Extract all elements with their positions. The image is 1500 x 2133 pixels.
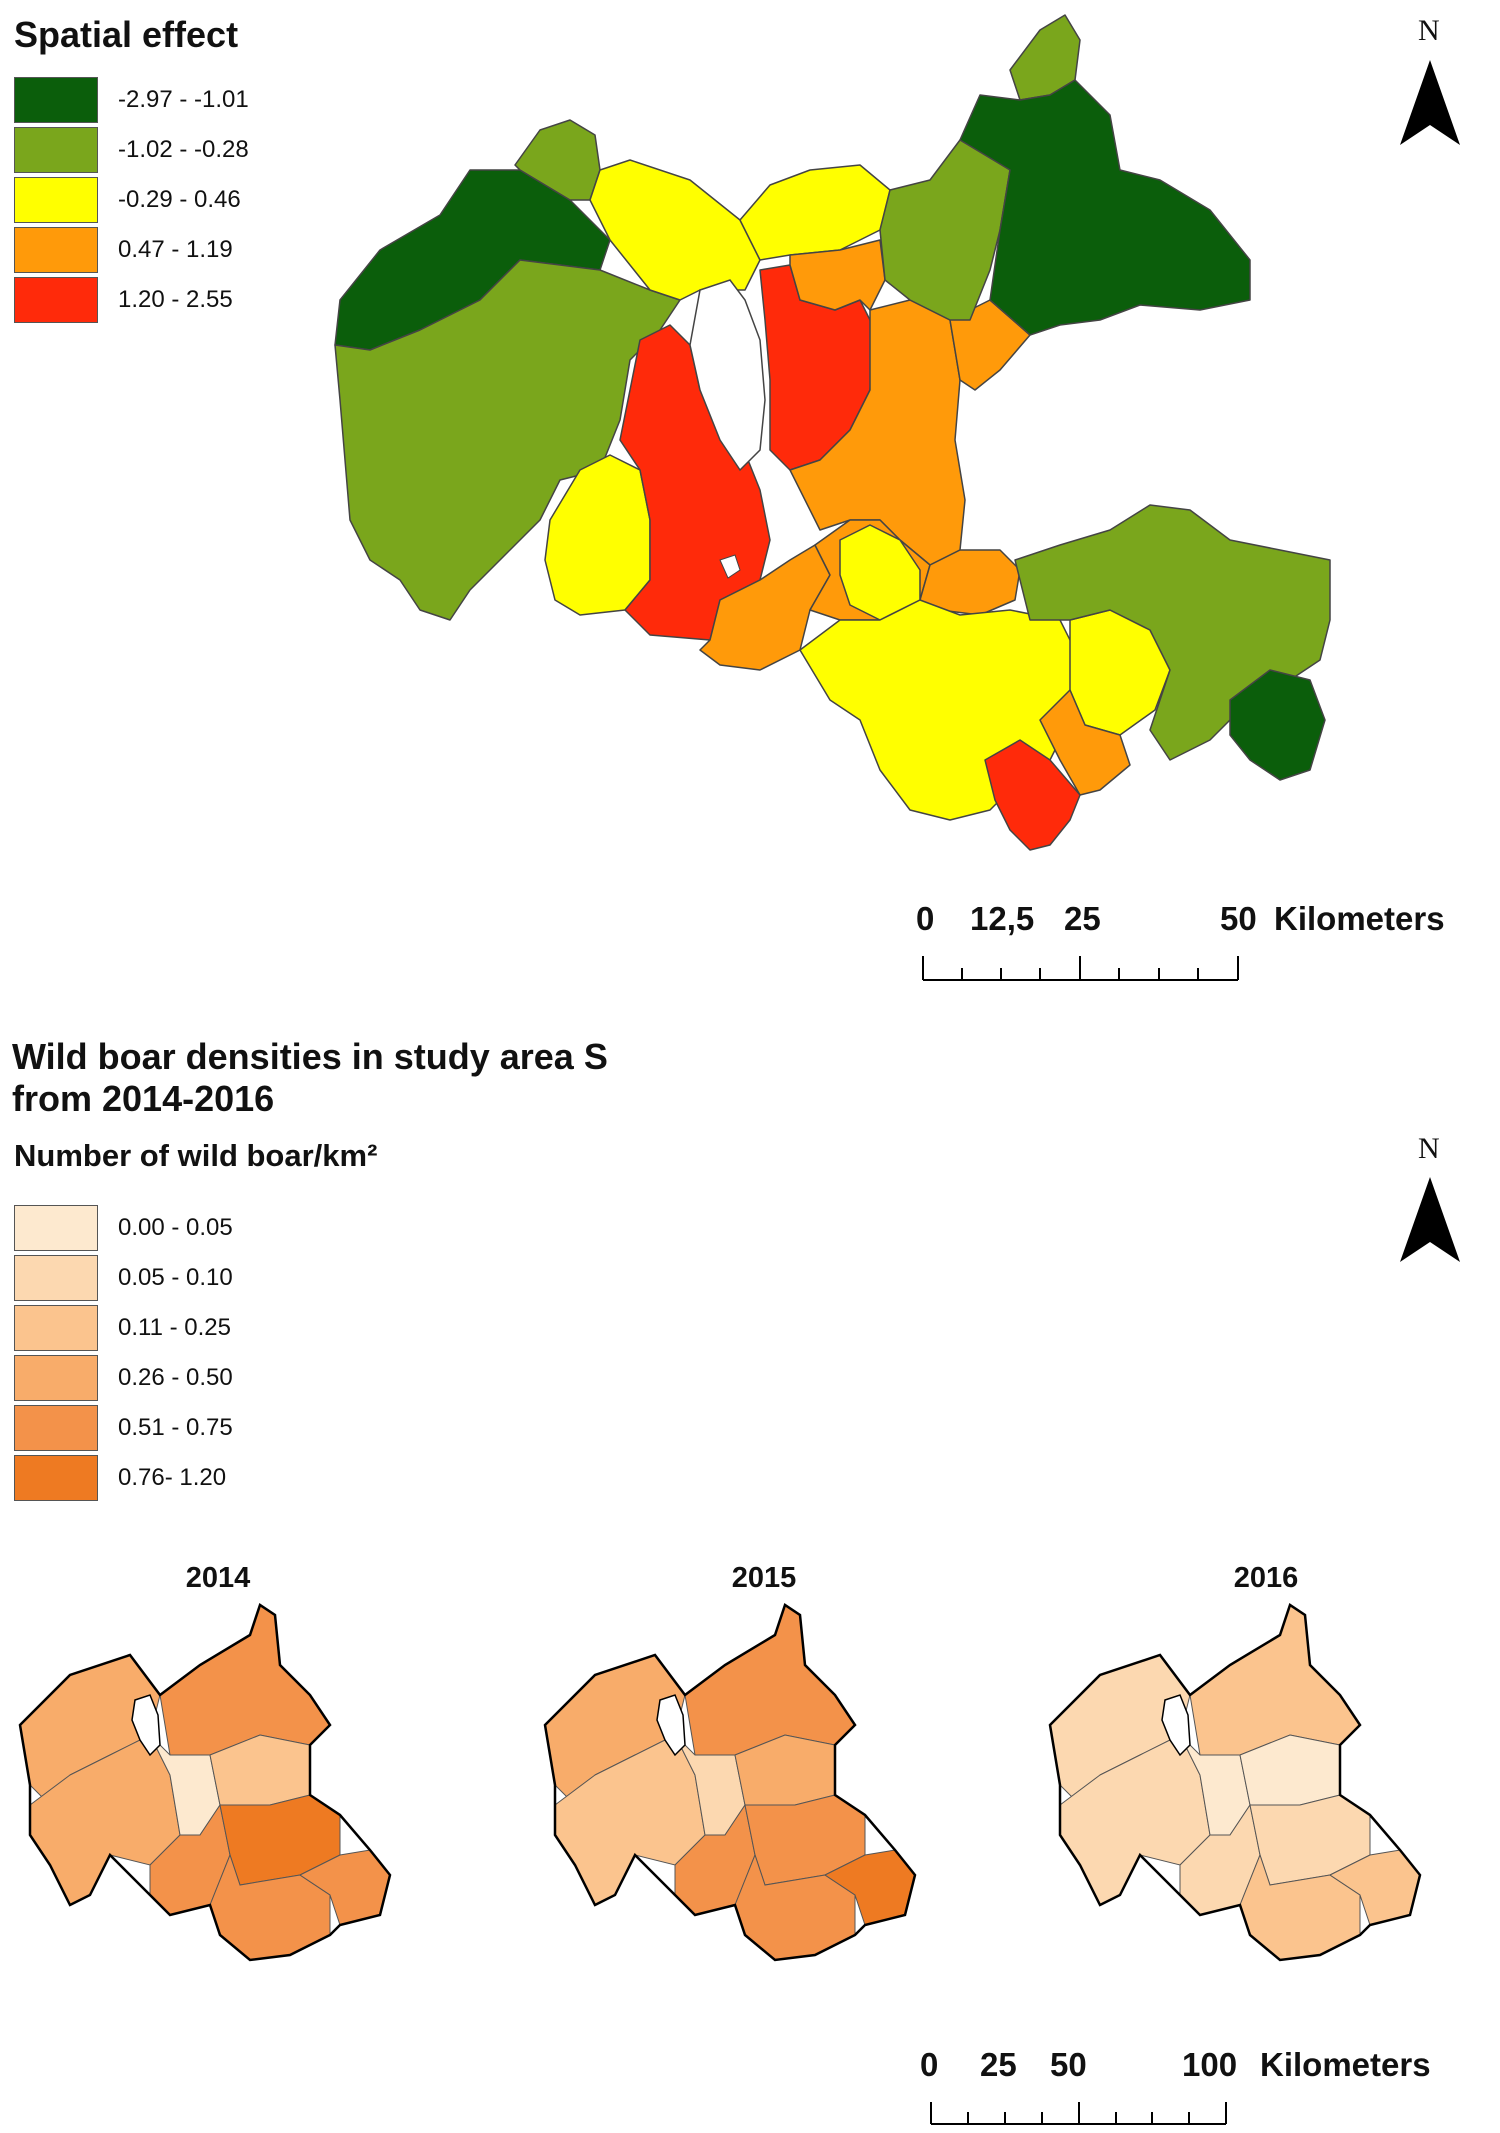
legend-swatch: [14, 1255, 98, 1301]
district: [159, 1604, 331, 1756]
legend-swatch: [14, 1455, 98, 1501]
scale-unit: Kilometers: [1274, 900, 1445, 937]
scale-tick-label: 100: [1182, 2046, 1238, 2083]
scale-tick-label: 0: [920, 2046, 939, 2083]
scale-bar-bottom: 0 25 50 100 Kilometers: [920, 2046, 1480, 2132]
scale-tick-label: 25: [980, 2046, 1017, 2083]
legend-swatch: [14, 227, 98, 273]
legend-label: 1.20 - 2.55: [118, 286, 233, 313]
scale-tick-label: 0: [916, 900, 935, 937]
density-map-2015: [543, 1603, 917, 1962]
scale-tick-label: 50: [1050, 2046, 1087, 2083]
legend-label: 0.11 - 0.25: [118, 1314, 231, 1341]
densities-legend-title: Number of wild boar/km²: [14, 1138, 378, 1173]
region: [589, 159, 761, 301]
region: [789, 239, 886, 311]
study-area-outline: [543, 1603, 917, 1962]
legend-item: 0.47 - 1.19: [14, 226, 233, 274]
densities-title-line1: Wild boar densities in study area S: [12, 1036, 608, 1077]
year-label-2015: 2015: [731, 1562, 797, 1594]
legend-label: 0.76- 1.20: [118, 1464, 227, 1491]
legend-item: 0.76- 1.20: [14, 1454, 226, 1502]
legend-label: -1.02 - -0.28: [118, 136, 249, 163]
legend-label: 0.51 - 0.75: [118, 1414, 233, 1441]
legend-item: -2.97 - -1.01: [14, 76, 249, 124]
legend-swatch: [14, 277, 98, 323]
legend-item: -1.02 - -0.28: [14, 126, 249, 174]
scale-bar-top: 0 12,5 25 50 Kilometers: [916, 900, 1476, 990]
legend-item: 0.00 - 0.05: [14, 1204, 233, 1252]
year-label-2014: 2014: [185, 1562, 251, 1594]
density-map-2016: [1048, 1603, 1422, 1962]
north-arrow-icon: [1400, 60, 1460, 145]
lake: [689, 279, 766, 472]
legend-label: -2.97 - -1.01: [118, 86, 249, 113]
region: [959, 79, 1251, 336]
legend-item: 0.51 - 0.75: [14, 1404, 233, 1452]
legend-swatch: [14, 177, 98, 223]
spatial-effect-title: Spatial effect: [14, 14, 239, 55]
lake: [656, 1694, 686, 1757]
year-label-2016: 2016: [1233, 1562, 1299, 1594]
density-map-2014: [18, 1603, 392, 1962]
lake: [1161, 1694, 1191, 1757]
scale-tick-label: 12,5: [970, 900, 1035, 937]
lake: [719, 554, 741, 579]
legend-item: 1.20 - 2.55: [14, 276, 233, 324]
legend-swatch: [14, 1305, 98, 1351]
study-area-outline: [1048, 1603, 1422, 1962]
legend-item: 0.05 - 0.10: [14, 1254, 233, 1302]
scale-bar-graphic: [930, 2102, 1227, 2125]
scale-bar-graphic: [922, 956, 1239, 981]
lake: [131, 1694, 161, 1757]
legend-label: 0.05 - 0.10: [118, 1264, 233, 1291]
legend-swatch: [14, 1355, 98, 1401]
region: [1229, 669, 1326, 781]
scale-tick-label: 25: [1064, 900, 1101, 937]
district: [1189, 1604, 1361, 1756]
legend-item: 0.11 - 0.25: [14, 1304, 231, 1352]
legend-swatch: [14, 1405, 98, 1451]
study-area-outline: [18, 1603, 392, 1962]
scale-unit: Kilometers: [1260, 2046, 1431, 2083]
region: [984, 739, 1081, 851]
legend-label: 0.47 - 1.19: [118, 236, 233, 263]
scale-tick-label: 50: [1220, 900, 1257, 937]
region: [1039, 689, 1131, 796]
legend-swatch: [14, 77, 98, 123]
densities-title-line2: from 2014-2016: [12, 1078, 275, 1119]
legend-label: 0.26 - 0.50: [118, 1364, 233, 1391]
legend-label: -0.29 - 0.46: [118, 186, 241, 213]
spatial-effect-map: [334, 14, 1331, 851]
region: [699, 544, 831, 671]
district: [684, 1604, 856, 1756]
densities-title: Wild boar densities in study area S from…: [12, 1036, 608, 1120]
north-label: N: [1418, 14, 1440, 47]
north-label: N: [1418, 1132, 1440, 1165]
legend-item: 0.26 - 0.50: [14, 1354, 233, 1402]
legend-label: 0.00 - 0.05: [118, 1214, 233, 1241]
legend-item: -0.29 - 0.46: [14, 176, 241, 224]
legend-swatch: [14, 127, 98, 173]
north-arrow-icon: [1400, 1177, 1460, 1262]
legend-swatch: [14, 1205, 98, 1251]
